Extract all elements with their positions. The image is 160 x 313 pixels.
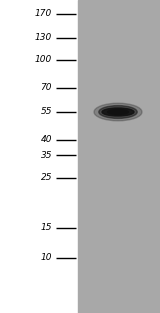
Text: 35: 35 <box>40 151 52 160</box>
Ellipse shape <box>94 103 142 121</box>
Ellipse shape <box>99 105 137 118</box>
Text: 70: 70 <box>40 84 52 93</box>
Text: 25: 25 <box>40 173 52 182</box>
Text: 55: 55 <box>40 107 52 116</box>
Ellipse shape <box>102 108 134 116</box>
Bar <box>78 0 160 313</box>
Text: 40: 40 <box>40 136 52 145</box>
Text: 100: 100 <box>35 55 52 64</box>
Text: 15: 15 <box>40 223 52 233</box>
Text: 130: 130 <box>35 33 52 43</box>
Text: 10: 10 <box>40 254 52 263</box>
Text: 170: 170 <box>35 9 52 18</box>
Ellipse shape <box>108 110 128 114</box>
